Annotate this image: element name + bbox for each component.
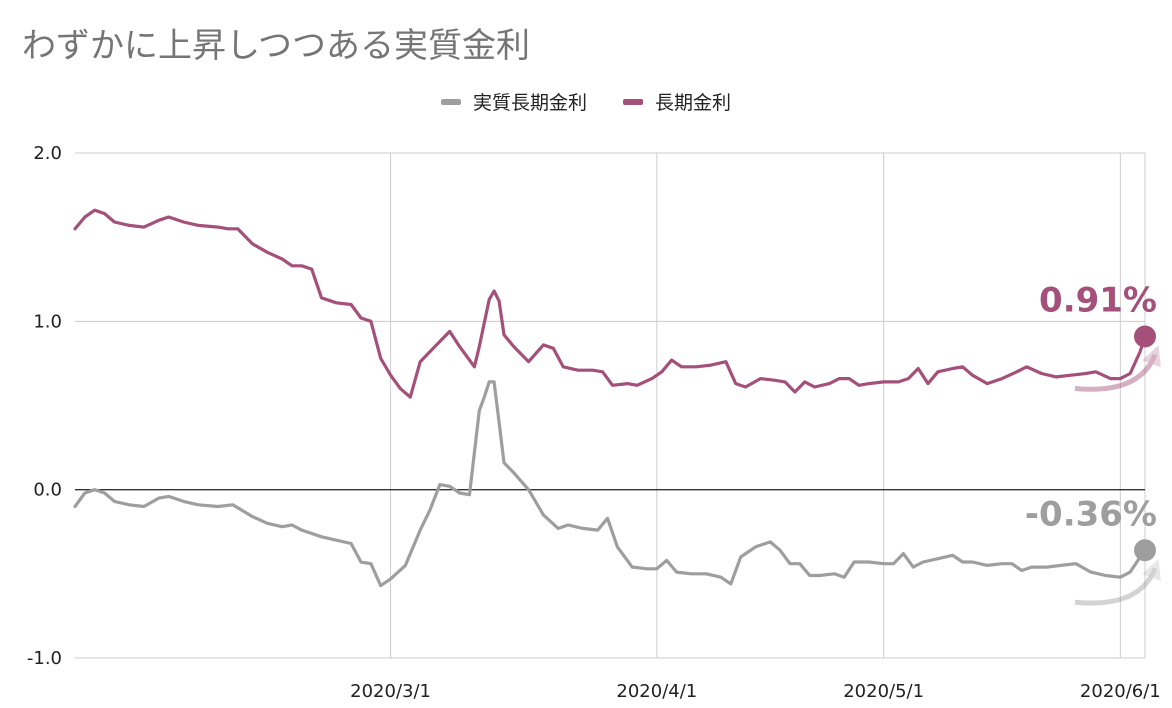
x-tick-label: 2020/6/1 xyxy=(1080,681,1161,702)
legend-swatch-nominal-rate xyxy=(623,98,643,105)
trend-arrow xyxy=(1074,345,1161,392)
x-tick-label: 2020/4/1 xyxy=(616,681,697,702)
chart-title: わずかに上昇しつつある実質金利 xyxy=(22,26,530,66)
legend-item-nominal-rate: 長期金利 xyxy=(623,88,731,115)
legend-item-real-rate: 実質長期金利 xyxy=(440,88,587,115)
y-tick-label: 1.0 xyxy=(33,311,62,332)
series-line xyxy=(73,208,1147,399)
x-tick-label: 2020/3/1 xyxy=(350,681,431,702)
y-tick-label: -1.0 xyxy=(27,648,62,669)
trend-arrow xyxy=(1074,558,1161,606)
end-value-label: 0.91% xyxy=(1039,280,1157,320)
series-line xyxy=(73,380,1147,588)
legend-swatch-real-rate xyxy=(440,98,461,105)
legend-label-nominal-rate: 長期金利 xyxy=(655,92,732,114)
series-end-marker xyxy=(1134,539,1156,562)
y-tick-label: 0.0 xyxy=(33,480,62,501)
legend-label-real-rate: 実質長期金利 xyxy=(472,92,587,114)
end-value-label: -0.36% xyxy=(1025,494,1157,534)
series-end-marker xyxy=(1134,325,1156,348)
legend: 実質長期金利 長期金利 xyxy=(0,88,1172,115)
x-tick-label: 2020/5/1 xyxy=(843,681,924,702)
y-tick-label: 2.0 xyxy=(33,143,62,164)
